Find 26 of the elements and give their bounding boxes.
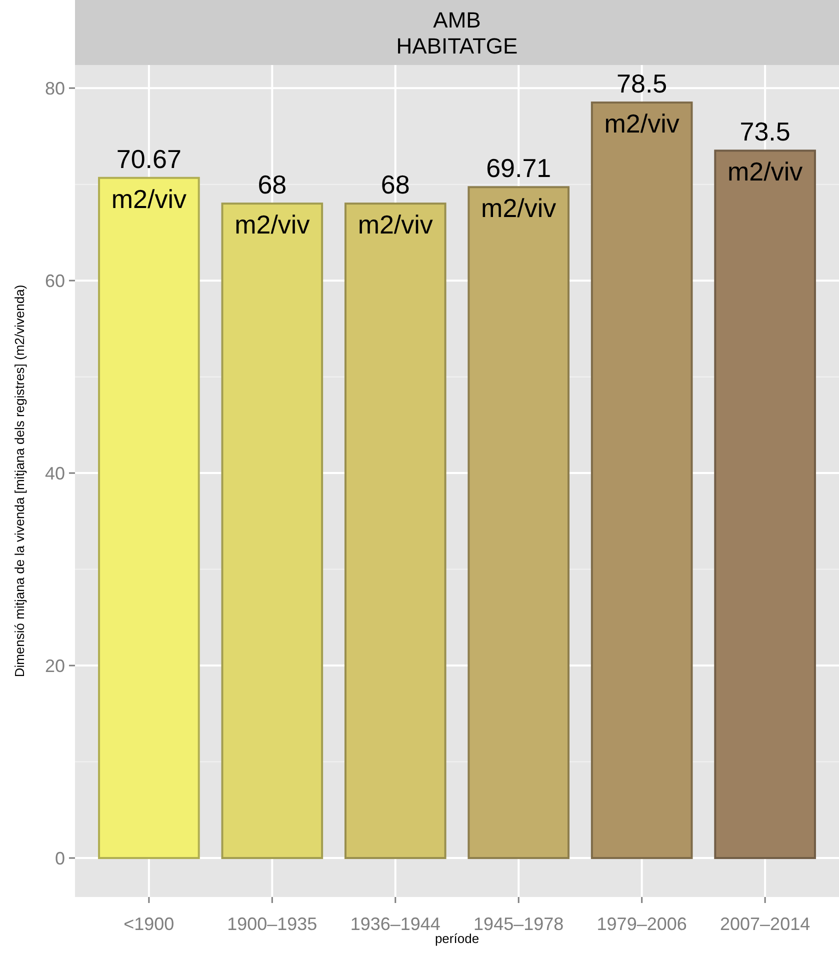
y-tick-label: 0 [54,848,65,868]
y-tick-label: 60 [44,270,65,291]
x-tick-label: <1900 [124,914,174,934]
y-axis-title: Dimensió mitjana de la vivenda [mitjana dels registres] (m2/vivenda) [12,284,27,678]
bar [468,186,570,860]
x-tick-label: 1945–1978 [474,914,564,934]
data-label: 73.5 m2/viv [728,116,803,187]
data-label: 70.67 m2/viv [111,144,186,214]
chart-title: AMB HABITATGE [396,8,518,58]
x-tick-label: 2007–2014 [720,914,810,934]
x-axis-title: període [434,931,480,946]
data-label: 69.71 m2/viv [481,153,556,224]
x-tick-label: 1936–1944 [350,914,440,934]
y-tick-label: 80 [44,78,65,98]
bar [344,202,446,860]
y-tick-label: 20 [44,656,65,676]
data-label: 78.5 m2/viv [604,68,680,139]
y-tick-label: 40 [44,463,65,484]
bar [98,176,200,860]
bar [590,102,693,860]
data-label: 68 m2/viv [358,170,433,240]
x-tick-label: 1900–1935 [227,914,318,934]
bar [221,202,324,860]
data-label: 68 m2/viv [234,170,310,240]
bar [714,150,816,860]
x-tick-label: 1979–2006 [596,914,687,934]
